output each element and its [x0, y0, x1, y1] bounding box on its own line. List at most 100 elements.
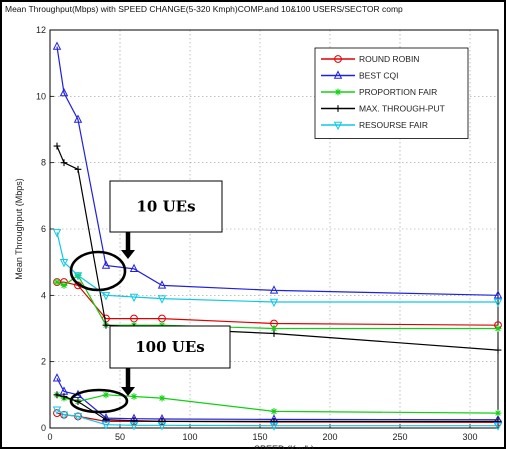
y-tick-label: 0 — [41, 423, 46, 433]
data-point — [494, 409, 502, 417]
data-point — [157, 295, 167, 304]
plot-area: 0 50 100 150 200 250 300 0 2 4 6 8 10 12 10 UEs 100 UEs… — [36, 25, 503, 442]
data-point — [52, 41, 62, 50]
data-point — [52, 406, 62, 415]
y-axis-label: Mean Throughput (Mbps) — [14, 178, 24, 279]
x-tick-label: 250 — [392, 432, 407, 442]
annotation-arrow-head — [121, 250, 135, 259]
data-point — [101, 421, 111, 430]
data-point — [102, 391, 110, 399]
data-point — [59, 411, 69, 420]
data-point — [59, 87, 69, 97]
data-point — [73, 114, 83, 123]
data-point — [334, 105, 342, 112]
data-point — [130, 393, 138, 400]
x-tick-label: 150 — [252, 432, 267, 442]
series-resourse-fair — [52, 229, 503, 308]
y-tick-label: 12 — [36, 25, 46, 35]
legend-label: BEST CQI — [359, 71, 399, 81]
data-point — [53, 391, 61, 399]
data-point — [101, 292, 111, 301]
x-axis-label: SPEED (Km/h) — [254, 444, 314, 449]
data-point — [269, 422, 279, 431]
y-tick-label: 6 — [41, 224, 46, 234]
x-tick-label: 200 — [322, 432, 337, 442]
legend-label: PROPORTION FAIR — [359, 87, 437, 97]
x-tick-label: 100 — [182, 432, 197, 442]
data-point — [52, 229, 62, 238]
legend: ROUND ROBIN BEST CQI PROPORTION FAIR MAX. T… — [314, 47, 469, 139]
data-point — [493, 422, 503, 431]
data-point — [270, 330, 278, 337]
data-point — [52, 373, 62, 382]
data-point — [60, 281, 68, 289]
series-line — [57, 281, 499, 326]
data-point — [333, 70, 343, 79]
x-tick-label: 0 — [47, 432, 52, 442]
data-point — [74, 165, 82, 173]
data-point — [73, 272, 83, 281]
data-point — [157, 280, 167, 289]
x-tick-label: 50 — [115, 432, 125, 442]
annotation-arrow-head — [121, 387, 135, 396]
legend-item: MAX. THROUGH-PUT — [321, 104, 445, 114]
data-point — [74, 398, 82, 405]
data-point — [494, 325, 502, 332]
legend-item: RESOURSE FAIR — [321, 120, 428, 131]
data-point — [493, 290, 503, 299]
data-point — [53, 142, 61, 150]
data-point — [158, 394, 166, 402]
data-point — [334, 55, 342, 63]
legend-item: PROPORTION FAIR — [321, 87, 437, 97]
annotation-label: 10 UEs — [136, 198, 195, 216]
x-tick-label: 300 — [462, 432, 477, 442]
highlight-ellipse — [69, 388, 129, 414]
data-point — [494, 417, 502, 425]
data-point — [270, 408, 278, 415]
data-point — [269, 298, 279, 308]
series-line — [56, 394, 498, 422]
y-tick-label: 10 — [36, 91, 46, 101]
data-point — [129, 263, 139, 273]
series-line — [56, 394, 499, 414]
data-point — [333, 121, 343, 131]
data-point — [269, 285, 279, 294]
y-tick-label: 2 — [41, 357, 46, 367]
legend-label: ROUND ROBIN — [359, 54, 419, 64]
series-resourse-fair — [52, 406, 503, 431]
legend-label: MAX. THROUGH-PUT — [359, 104, 445, 114]
annotation-box — [109, 180, 223, 233]
annotation-label: 100 UEs — [135, 338, 205, 356]
legend-label: RESOURSE FAIR — [359, 120, 428, 130]
data-point — [60, 393, 68, 400]
data-point — [129, 293, 139, 303]
data-point — [157, 422, 167, 431]
data-point — [270, 417, 278, 425]
data-point — [158, 417, 166, 425]
legend-item: BEST CQI — [321, 70, 399, 81]
y-tick-label: 8 — [41, 158, 46, 168]
series-line — [56, 232, 498, 303]
highlight-ellipse — [69, 250, 127, 292]
data-point — [334, 88, 342, 96]
data-point — [493, 298, 503, 308]
data-point — [53, 409, 61, 417]
data-point — [102, 321, 110, 329]
data-point — [53, 278, 61, 286]
chart-title: Mean Throughput(Mbps) with SPEED CHANGE(… — [5, 4, 403, 14]
series-line — [56, 46, 499, 296]
data-point — [60, 159, 68, 167]
legend-item: ROUND ROBIN — [321, 54, 419, 64]
series-max-through-put — [53, 391, 502, 425]
y-tick-label: 4 — [41, 290, 46, 300]
data-point — [73, 413, 83, 422]
data-point — [129, 422, 139, 431]
axes-box — [49, 29, 499, 429]
data-point — [101, 260, 111, 269]
data-point — [270, 325, 278, 332]
annotation-box — [109, 325, 231, 369]
series-best-cqi — [52, 41, 503, 299]
data-point — [59, 258, 69, 268]
data-point — [494, 346, 502, 354]
